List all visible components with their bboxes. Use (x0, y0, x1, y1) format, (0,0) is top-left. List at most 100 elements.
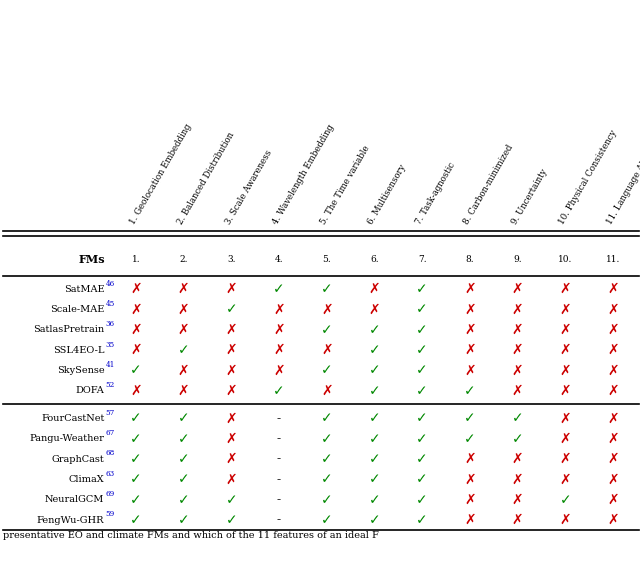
Text: 67: 67 (106, 429, 115, 437)
Text: ✓: ✓ (130, 412, 141, 425)
Text: ✗: ✗ (225, 412, 237, 425)
Text: ✗: ✗ (512, 513, 524, 527)
Text: ✓: ✓ (369, 513, 380, 527)
Text: ✗: ✗ (512, 343, 524, 357)
Text: ✓: ✓ (369, 432, 380, 446)
Text: 1.: 1. (132, 255, 140, 264)
Text: FengWu-GHR: FengWu-GHR (37, 515, 104, 525)
Text: ✓: ✓ (416, 384, 428, 398)
Text: SatlasPretrain: SatlasPretrain (33, 325, 104, 334)
Text: ✓: ✓ (416, 303, 428, 316)
Text: ✗: ✗ (512, 473, 524, 486)
Text: ✓: ✓ (178, 452, 189, 466)
Text: ✓: ✓ (416, 412, 428, 425)
Text: ✓: ✓ (321, 432, 333, 446)
Text: ClimaX: ClimaX (68, 475, 104, 484)
Text: ✓: ✓ (416, 452, 428, 466)
Text: ✗: ✗ (607, 412, 619, 425)
Text: -: - (277, 452, 281, 466)
Text: ✗: ✗ (559, 283, 571, 296)
Text: 6.: 6. (370, 255, 379, 264)
Text: presentative EO and climate FMs and which of the 11 features of an ideal F: presentative EO and climate FMs and whic… (3, 531, 379, 540)
Text: ✗: ✗ (464, 473, 476, 486)
Text: ✗: ✗ (607, 452, 619, 466)
Text: ✓: ✓ (321, 452, 333, 466)
Text: 69: 69 (106, 490, 115, 498)
Text: ✗: ✗ (607, 384, 619, 398)
Text: ✓: ✓ (416, 283, 428, 296)
Text: ✗: ✗ (512, 283, 524, 296)
Text: 4.: 4. (275, 255, 284, 264)
Text: ✗: ✗ (321, 343, 333, 357)
Text: ✗: ✗ (464, 323, 476, 337)
Text: -: - (277, 432, 281, 446)
Text: ✗: ✗ (559, 384, 571, 398)
Text: SkySense: SkySense (57, 366, 104, 375)
Text: 52: 52 (106, 381, 115, 389)
Text: 11. Language Alignment: 11. Language Alignment (605, 129, 640, 226)
Text: ✓: ✓ (321, 493, 333, 506)
Text: ✗: ✗ (130, 343, 141, 357)
Text: ✓: ✓ (273, 283, 285, 296)
Text: ✗: ✗ (130, 323, 141, 337)
Text: ✓: ✓ (321, 473, 333, 486)
Text: ✗: ✗ (178, 384, 189, 398)
Text: ✓: ✓ (464, 432, 476, 446)
Text: ✗: ✗ (273, 343, 285, 357)
Text: -: - (277, 493, 281, 506)
Text: ✗: ✗ (607, 343, 619, 357)
Text: ✓: ✓ (464, 384, 476, 398)
Text: ✗: ✗ (464, 452, 476, 466)
Text: ✓: ✓ (321, 412, 333, 425)
Text: ✓: ✓ (369, 323, 380, 337)
Text: ✗: ✗ (512, 364, 524, 377)
Text: ✗: ✗ (464, 343, 476, 357)
Text: SatMAE: SatMAE (64, 285, 104, 294)
Text: ✗: ✗ (225, 283, 237, 296)
Text: ✓: ✓ (178, 493, 189, 506)
Text: ✗: ✗ (178, 283, 189, 296)
Text: ✓: ✓ (369, 364, 380, 377)
Text: ✓: ✓ (416, 323, 428, 337)
Text: ✗: ✗ (559, 343, 571, 357)
Text: 11.: 11. (605, 255, 620, 264)
Text: 45: 45 (106, 300, 115, 308)
Text: 5.: 5. (323, 255, 331, 264)
Text: Scale-MAE: Scale-MAE (50, 305, 104, 314)
Text: ✗: ✗ (464, 303, 476, 316)
Text: ✓: ✓ (369, 493, 380, 506)
Text: ✓: ✓ (178, 343, 189, 357)
Text: ✓: ✓ (130, 513, 141, 527)
Text: ✗: ✗ (559, 452, 571, 466)
Text: ✗: ✗ (225, 432, 237, 446)
Text: ✓: ✓ (321, 513, 333, 527)
Text: -: - (277, 513, 281, 527)
Text: SSL4EO-L: SSL4EO-L (53, 346, 104, 355)
Text: ✗: ✗ (607, 513, 619, 527)
Text: ✗: ✗ (464, 513, 476, 527)
Text: DOFA: DOFA (76, 386, 104, 395)
Text: ✓: ✓ (416, 473, 428, 486)
Text: 1. Geolocation Embedding: 1. Geolocation Embedding (128, 122, 193, 226)
Text: 5. The Time variable: 5. The Time variable (319, 143, 371, 226)
Text: ✓: ✓ (225, 303, 237, 316)
Text: ✓: ✓ (225, 513, 237, 527)
Text: ✗: ✗ (225, 343, 237, 357)
Text: ✗: ✗ (559, 323, 571, 337)
Text: 7. Task-agnostic: 7. Task-agnostic (414, 161, 457, 226)
Text: ✗: ✗ (559, 432, 571, 446)
Text: ✗: ✗ (607, 432, 619, 446)
Text: ✗: ✗ (273, 364, 285, 377)
Text: ✗: ✗ (607, 493, 619, 506)
Text: ✓: ✓ (369, 473, 380, 486)
Text: ✓: ✓ (178, 432, 189, 446)
Text: ✗: ✗ (321, 384, 333, 398)
Text: 35: 35 (106, 341, 115, 349)
Text: ✗: ✗ (607, 283, 619, 296)
Text: ✓: ✓ (130, 432, 141, 446)
Text: Pangu-Weather: Pangu-Weather (29, 434, 104, 443)
Text: ✗: ✗ (559, 513, 571, 527)
Text: ✓: ✓ (130, 364, 141, 377)
Text: GraphCast: GraphCast (52, 455, 104, 464)
Text: 9.: 9. (513, 255, 522, 264)
